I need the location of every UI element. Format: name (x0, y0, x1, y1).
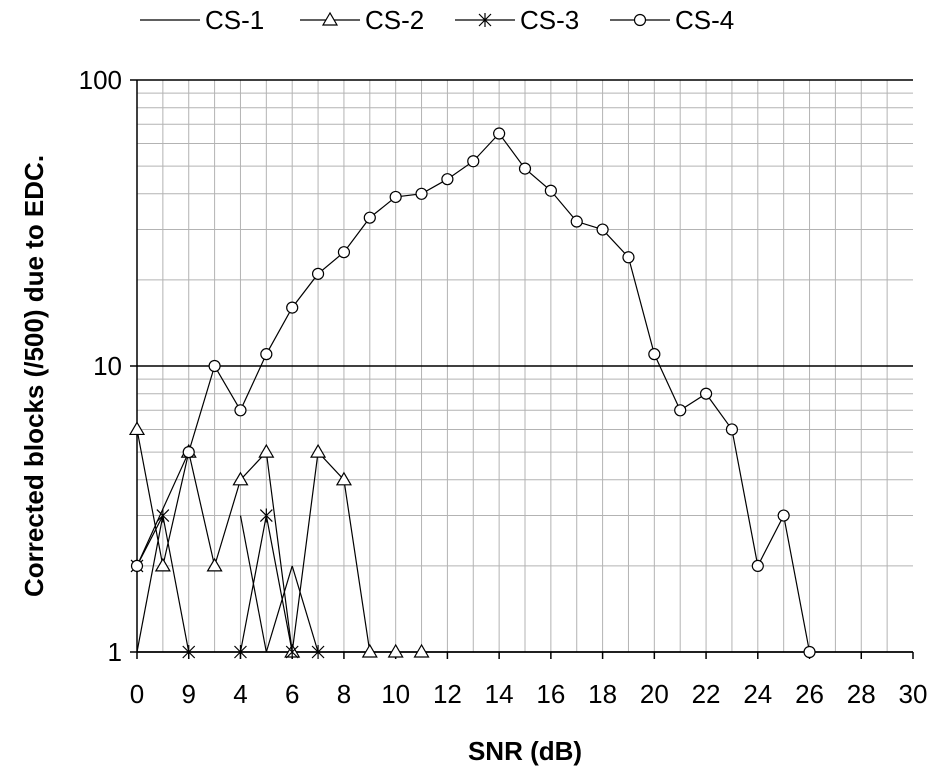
data-point-cs-4 (622, 251, 635, 264)
x-tick-label: 28 (847, 679, 876, 709)
legend-marker-cs-3 (478, 13, 492, 27)
data-point-cs-3 (234, 645, 247, 659)
data-point-cs-4 (286, 301, 299, 314)
series-line-cs-1 (265, 565, 293, 653)
legend-marker-cs-4 (633, 13, 647, 27)
data-point-cs-4 (570, 215, 583, 228)
x-tick-label: 24 (743, 679, 772, 709)
x-tick-label: 0 (130, 679, 144, 709)
data-point-cs-4 (518, 162, 532, 175)
y-axis-label: Corrected blocks (/500) due to EDC. (19, 155, 49, 597)
legend-label-cs-3: CS-3 (520, 5, 579, 35)
data-point-cs-4 (751, 559, 764, 573)
data-point-cs-4 (596, 223, 609, 236)
x-tick-label: 16 (536, 679, 565, 709)
data-point-cs-2 (258, 443, 275, 458)
y-tick-label: 100 (79, 65, 122, 95)
data-point-cs-4 (363, 211, 376, 224)
data-point-cs-4 (415, 187, 428, 200)
data-point-cs-4 (803, 645, 816, 659)
data-point-cs-2 (413, 643, 430, 658)
data-point-cs-4 (777, 509, 790, 522)
data-point-cs-4 (130, 559, 144, 573)
data-point-cs-4 (725, 423, 739, 436)
x-tick-label: 14 (485, 679, 514, 709)
x-tick-label: 9 (181, 679, 195, 709)
data-point-cs-4 (467, 155, 480, 168)
data-point-cs-2 (361, 643, 378, 658)
x-tick-label: 6 (285, 679, 299, 709)
y-tick-label: 10 (93, 351, 122, 381)
series-line-cs-2 (136, 429, 371, 653)
data-point-cs-2 (128, 421, 146, 436)
data-point-cs-4 (311, 267, 325, 280)
data-point-cs-2 (335, 471, 352, 486)
data-point-cs-4 (234, 404, 247, 417)
data-point-cs-4 (674, 404, 687, 417)
data-point-cs-4 (260, 348, 273, 361)
data-point-cs-4 (182, 445, 195, 459)
data-point-cs-4 (544, 184, 557, 197)
data-point-cs-3 (182, 645, 196, 659)
y-tick-label: 1 (108, 637, 122, 667)
series-line-cs-1 (136, 515, 164, 653)
x-tick-label: 18 (588, 679, 617, 709)
x-tick-label: 20 (640, 679, 669, 709)
data-point-cs-2 (206, 557, 223, 572)
legend-label-cs-2: CS-2 (365, 5, 424, 35)
data-point-cs-2 (387, 643, 404, 658)
data-point-cs-3 (259, 508, 273, 523)
x-tick-label: 12 (433, 679, 462, 709)
x-tick-label: 26 (795, 679, 824, 709)
data-point-cs-3 (285, 645, 299, 659)
x-axis-label: SNR (dB) (468, 736, 582, 766)
data-point-cs-4 (493, 127, 506, 140)
x-tick-label: 22 (692, 679, 721, 709)
data-point-cs-4 (648, 348, 661, 361)
x-tick-label: 4 (233, 679, 247, 709)
legend-marker-cs-2 (321, 11, 339, 26)
data-point-cs-2 (154, 557, 171, 572)
data-point-cs-3 (156, 508, 170, 523)
legend-label-cs-4: CS-4 (675, 5, 734, 35)
data-point-cs-4 (337, 246, 351, 259)
data-point-cs-4 (441, 173, 454, 186)
data-point-cs-3 (311, 645, 325, 659)
x-tick-label: 8 (337, 679, 351, 709)
data-point-cs-4 (208, 359, 221, 373)
data-point-cs-2 (310, 443, 327, 458)
data-point-cs-4 (389, 190, 402, 204)
x-tick-label: 10 (381, 679, 410, 709)
x-tick-label: 30 (899, 679, 928, 709)
legend-label-cs-1: CS-1 (205, 5, 264, 35)
series-line-cs-1 (291, 565, 319, 653)
data-point-cs-4 (699, 387, 713, 400)
data-point-cs-2 (232, 471, 249, 486)
